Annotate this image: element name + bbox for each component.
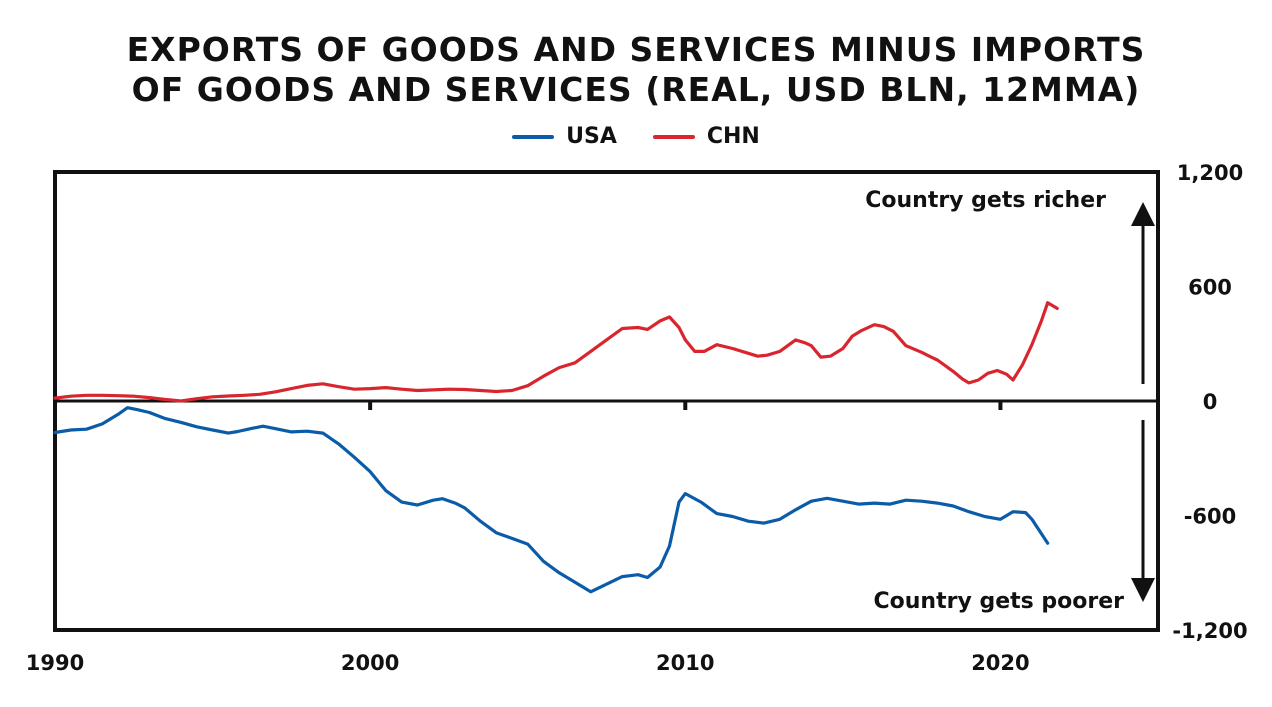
- legend-item-usa: USA: [512, 124, 617, 149]
- y-tick-label: -600: [1184, 505, 1237, 529]
- legend-swatch-chn: [652, 134, 695, 139]
- legend-swatch-usa: [512, 134, 555, 139]
- x-tick-label: 2010: [656, 651, 714, 675]
- legend-item-chn: CHN: [652, 124, 760, 149]
- annotation-richer: Country gets richer: [865, 188, 1106, 213]
- x-tick-label: 2020: [971, 651, 1029, 675]
- series-line-usa: [53, 406, 1050, 594]
- y-tick-label: 0: [1203, 390, 1218, 414]
- chart-title-line-2: OF GOODS AND SERVICES (REAL, USD BLN, 12…: [131, 70, 1141, 109]
- y-tick-label: 1,200: [1177, 161, 1243, 185]
- x-tick-label: 1990: [26, 651, 84, 675]
- legend: USA CHN: [0, 124, 1272, 149]
- y-tick-label: 600: [1188, 276, 1232, 300]
- chart-title-line-1: EXPORTS OF GOODS AND SERVICES MINUS IMPO…: [126, 30, 1146, 69]
- chart-title: EXPORTS OF GOODS AND SERVICES MINUS IMPO…: [0, 30, 1272, 110]
- series-line-chn: [53, 301, 1059, 403]
- y-tick-label: -1,200: [1172, 619, 1247, 643]
- legend-label-chn: CHN: [706, 124, 760, 149]
- annotation-poorer: Country gets poorer: [874, 589, 1125, 614]
- legend-label-usa: USA: [566, 124, 617, 149]
- x-tick-label: 2000: [341, 651, 399, 675]
